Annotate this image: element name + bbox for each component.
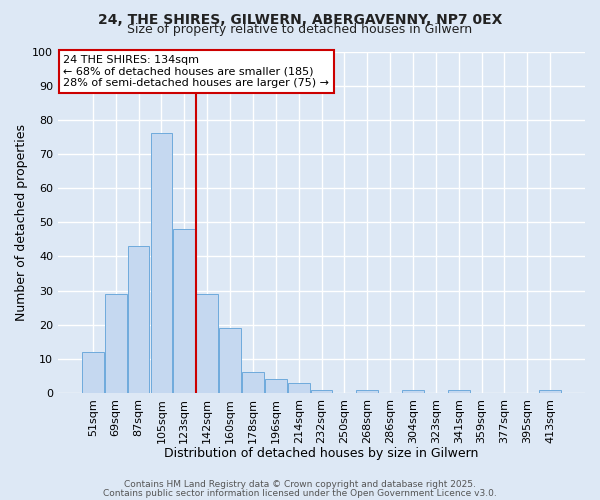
Bar (82, 352, 104, 393)
Bar (128, 246, 149, 393)
Bar (265, 380, 287, 393)
Bar (219, 328, 241, 393)
Y-axis label: Number of detached properties: Number of detached properties (15, 124, 28, 320)
Bar (539, 390, 561, 393)
Text: 24 THE SHIRES: 134sqm
← 68% of detached houses are smaller (185)
28% of semi-det: 24 THE SHIRES: 134sqm ← 68% of detached … (63, 55, 329, 88)
Bar (173, 229, 195, 393)
Text: 24, THE SHIRES, GILWERN, ABERGAVENNY, NP7 0EX: 24, THE SHIRES, GILWERN, ABERGAVENNY, NP… (98, 12, 502, 26)
Bar (151, 134, 172, 393)
Bar (196, 294, 218, 393)
Bar (402, 390, 424, 393)
X-axis label: Distribution of detached houses by size in Gilwern: Distribution of detached houses by size … (164, 447, 479, 460)
Bar (448, 390, 470, 393)
Bar (356, 390, 378, 393)
Text: Size of property relative to detached houses in Gilwern: Size of property relative to detached ho… (127, 22, 473, 36)
Bar (242, 372, 264, 393)
Bar (288, 382, 310, 393)
Text: Contains public sector information licensed under the Open Government Licence v3: Contains public sector information licen… (103, 488, 497, 498)
Bar (105, 294, 127, 393)
Text: Contains HM Land Registry data © Crown copyright and database right 2025.: Contains HM Land Registry data © Crown c… (124, 480, 476, 489)
Bar (311, 390, 332, 393)
